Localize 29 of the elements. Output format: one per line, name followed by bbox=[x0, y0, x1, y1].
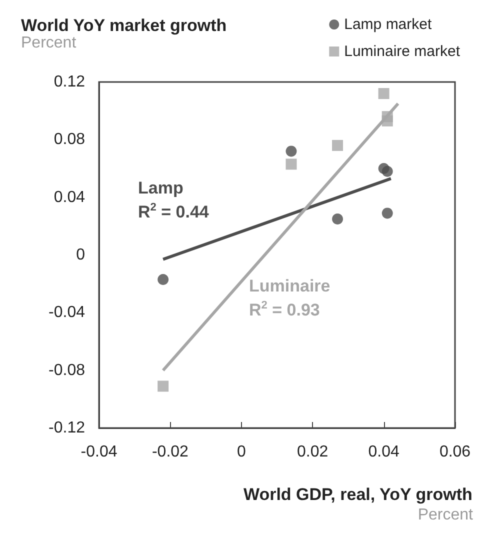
point bbox=[158, 380, 169, 392]
point bbox=[286, 146, 297, 157]
x-tick-label: 0 bbox=[236, 444, 246, 460]
point bbox=[158, 274, 169, 286]
y-tick-label: 0.04 bbox=[54, 188, 86, 206]
y-axis-title: Percent bbox=[21, 34, 77, 52]
text: Percent bbox=[418, 506, 474, 524]
x-tick-label: -0.02 bbox=[152, 444, 189, 460]
point bbox=[382, 166, 393, 177]
point bbox=[286, 158, 297, 170]
y-tick-label: -0.08 bbox=[48, 362, 86, 379]
y-tick-label: 0.12 bbox=[54, 74, 86, 90]
point bbox=[382, 115, 393, 126]
x-tick-label: 0.06 bbox=[439, 444, 471, 460]
point bbox=[378, 88, 390, 100]
chart-title: World YoY market growth bbox=[21, 16, 227, 35]
point bbox=[332, 140, 344, 151]
x-tick-label: 0.02 bbox=[297, 444, 328, 460]
y-tick-label: 0 bbox=[76, 246, 86, 264]
point bbox=[332, 213, 344, 224]
legend-label: Lamp market bbox=[344, 16, 432, 33]
y-tick-label: -0.12 bbox=[48, 420, 86, 436]
point bbox=[382, 208, 393, 219]
x-axis-title: World GDP, real, YoY growth bbox=[243, 485, 472, 504]
legend-label: Luminaire market bbox=[344, 43, 461, 60]
y-tick-label: -0.04 bbox=[48, 304, 86, 322]
x-tick-label: -0.04 bbox=[80, 444, 118, 460]
x-tick-label: 0.04 bbox=[368, 444, 400, 460]
y-tick-label: 0.08 bbox=[54, 131, 86, 148]
